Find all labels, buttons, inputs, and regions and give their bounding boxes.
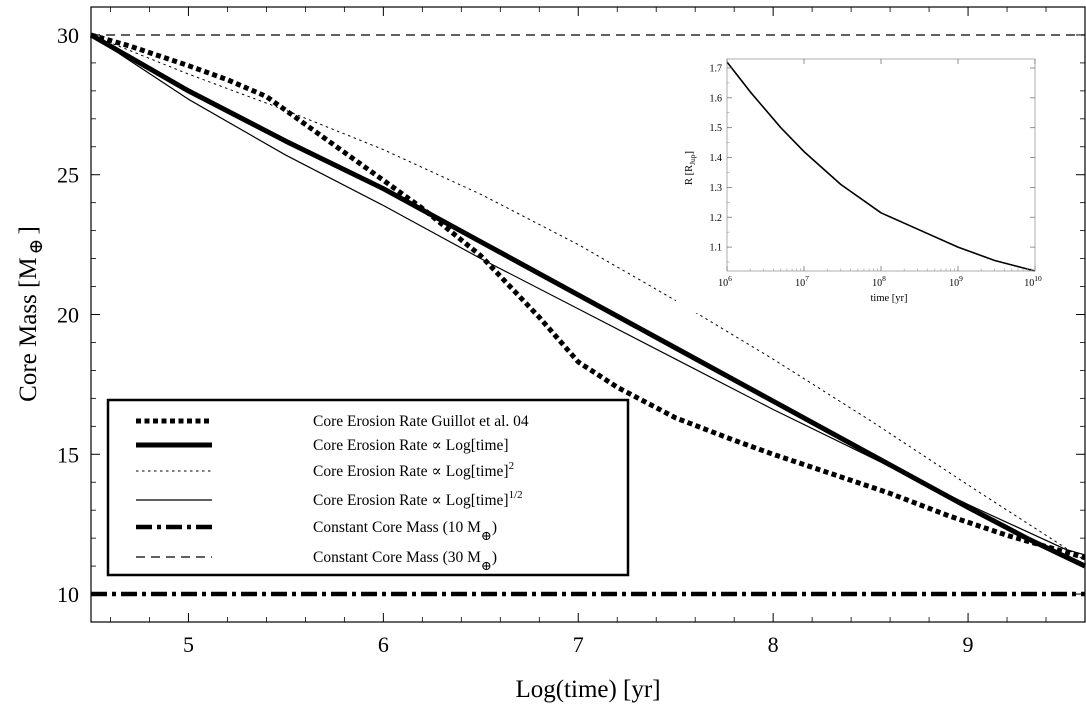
- inset-x-tick-base: 10: [795, 278, 805, 289]
- legend-label-close: ): [492, 549, 497, 566]
- series-line-log: [89, 32, 1086, 569]
- inset-x-tick-base: 10: [872, 278, 882, 289]
- legend-label-log-squared: Core Erosion Rate ∝ Log[time]2: [313, 460, 514, 480]
- legend-label-text: Constant Core Mass (10 M: [313, 519, 481, 536]
- inset-y-tick-label: 1.1: [710, 243, 723, 254]
- legend-label-superscript: 1/2: [509, 489, 523, 501]
- inset-y-tick-label: 1.2: [710, 213, 723, 224]
- y-axis-title: Core Mass [M ⊕]: [15, 226, 47, 402]
- inset-y-axis-title: R [RJup]: [684, 151, 697, 185]
- y-tick-label: 25: [57, 163, 79, 188]
- inset-background: [676, 48, 1076, 313]
- legend-label-constant-10: Constant Core Mass (10 M⊕): [313, 519, 497, 543]
- legend-box: [106, 398, 630, 577]
- inset-y-axis-title-main: R [R: [684, 165, 695, 185]
- inset-x-tick-base: 10: [1024, 278, 1034, 289]
- legend-label-close: ): [492, 519, 497, 536]
- inset-x-tick-label: 1010: [1024, 274, 1042, 289]
- inset-x-tick-exponent: 7: [805, 274, 809, 283]
- y-tick-label: 10: [57, 582, 79, 607]
- inset-x-axis-title: time [yr]: [870, 293, 907, 304]
- legend-label-text: Core Erosion Rate ∝ Log[time]: [313, 437, 509, 454]
- y-tick-label: 15: [57, 442, 79, 467]
- series-line-guillot: [90, 32, 1086, 561]
- legend-label-superscript: 2: [509, 460, 515, 472]
- x-axis-title: Log(time) [yr]: [515, 676, 660, 703]
- inset-x-tick-label: 108: [872, 274, 886, 289]
- inset-x-tick-base: 10: [949, 278, 959, 289]
- legend-label-log: Core Erosion Rate ∝ Log[time]: [313, 437, 509, 454]
- x-tick-label: 5: [183, 632, 194, 657]
- inset-x-tick-base: 10: [718, 278, 728, 289]
- x-tick-label: 9: [963, 632, 974, 657]
- inset-y-tick-label: 1.7: [710, 63, 723, 74]
- inset-x-tick-label: 107: [795, 274, 809, 289]
- inset-x-tick-exponent: 9: [959, 274, 963, 283]
- x-tick-label: 7: [573, 632, 584, 657]
- legend-label-constant-30: Constant Core Mass (30 M⊕): [313, 549, 497, 573]
- legend-label-subscript: ⊕: [481, 528, 492, 543]
- x-tick-label: 8: [768, 632, 779, 657]
- series-line-log-sqrt: [90, 34, 1086, 556]
- series-line-log-squared: [90, 34, 1086, 561]
- legend-label-text: Constant Core Mass (30 M: [313, 549, 481, 566]
- inset-series-line: [726, 61, 1036, 272]
- inset-y-tick-label: 1.4: [710, 153, 723, 164]
- inset-x-tick-exponent: 8: [882, 274, 886, 283]
- y-tick-label: 20: [57, 303, 79, 328]
- legend: Core Erosion Rate Guillot et al. 04 Core …: [106, 398, 630, 577]
- inset-x-tick-label: 106: [718, 274, 732, 289]
- y-axis-title-close: ]: [15, 226, 42, 234]
- legend-label-guillot: Core Erosion Rate Guillot et al. 04: [313, 413, 529, 430]
- legend-label-subscript: ⊕: [481, 558, 492, 573]
- legend-items: Core Erosion Rate Guillot et al. 04 Core …: [136, 413, 529, 573]
- inset-series-group: [726, 61, 1036, 272]
- inset-y-tick-label: 1.6: [710, 93, 723, 104]
- legend-label-text: Core Erosion Rate ∝ Log[time]: [313, 492, 509, 509]
- inset-y-axis-title-close: ]: [684, 151, 695, 155]
- inset-y-tick-label: 1.5: [710, 123, 723, 134]
- y-axis-title-main: Core Mass [M: [15, 257, 42, 401]
- inset-x-tick-exponent: 10: [1034, 274, 1042, 283]
- y-axis-title-symbol: ⊕: [26, 238, 47, 254]
- inset-x-tick-label: 109: [949, 274, 963, 289]
- inset-x-tick-exponent: 6: [728, 274, 732, 283]
- main-series-group: [89, 32, 1086, 597]
- legend-label-text: Core Erosion Rate Guillot et al. 04: [313, 413, 529, 430]
- legend-label-text: Core Erosion Rate ∝ Log[time]: [313, 463, 509, 480]
- x-tick-label: 6: [378, 632, 389, 657]
- inset-y-axis-title-sub: Jup: [688, 154, 697, 165]
- y-tick-label: 30: [57, 23, 79, 48]
- inset-y-tick-label: 1.3: [710, 183, 723, 194]
- legend-label-log-sqrt: Core Erosion Rate ∝ Log[time]1/2: [313, 489, 523, 509]
